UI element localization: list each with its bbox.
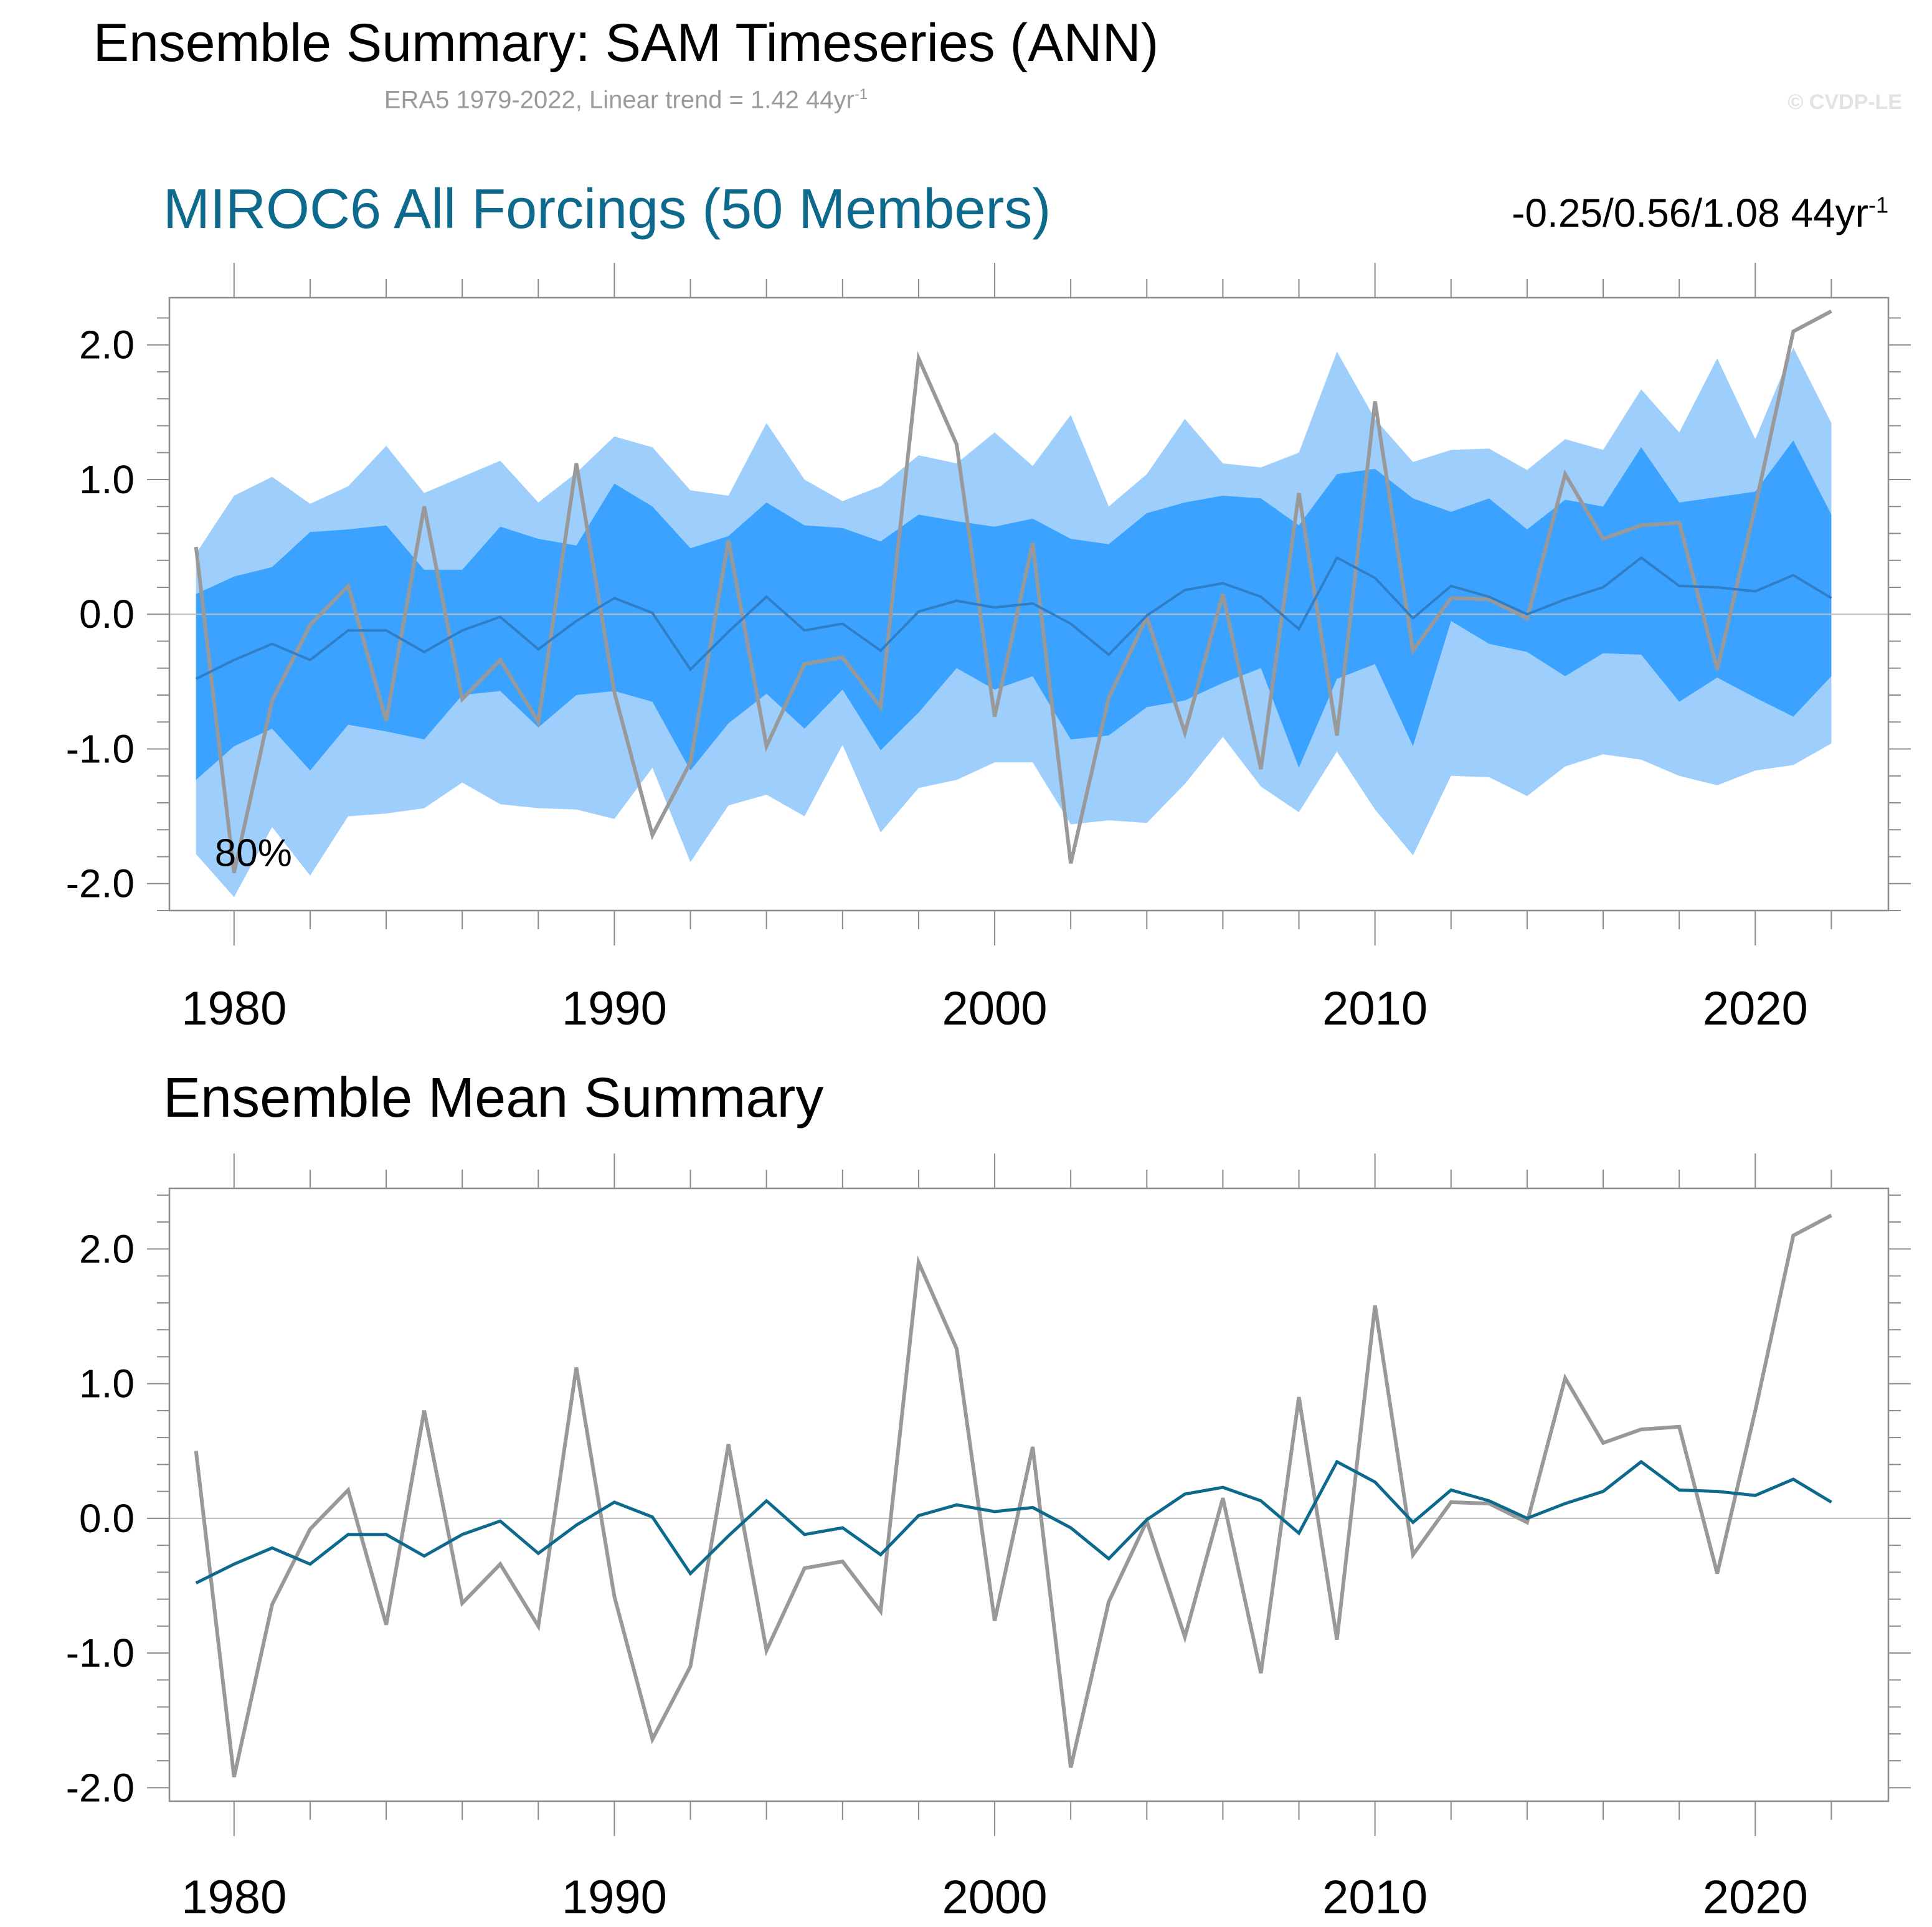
y-tick-label: 2.0 [79,1226,135,1271]
x-tick-label: 2020 [1703,982,1808,1035]
inner-percentile-band [196,440,1832,780]
panel1-stats-unit-exponent: -1 [1868,192,1888,218]
x-tick-label: 1990 [562,1871,667,1924]
subtitle-text: ERA5 1979-2022, Linear trend = 1.42 44yr [384,86,855,114]
x-tick-label: 2010 [1322,982,1428,1035]
panel2-ensemble-mean: -2.0 -1.0 0.0 1.0 2.0 1980 1990 2000 2010 2020 [66,1153,1911,1924]
era5-observations-line [194,1213,1832,1778]
figure-subtitle: ERA5 1979-2022, Linear trend = 1.42 44yr… [0,86,1252,114]
plot-frame [168,296,1890,912]
panel1-trend-stats: -0.25/0.56/1.08 44yr-1 [1512,190,1888,236]
y-tick-label: 1.0 [79,1361,135,1406]
ensemble-mean-line [195,556,1832,680]
y-tick-label: -2.0 [66,861,135,906]
panel1-stats-text: -0.25/0.56/1.08 44yr [1512,191,1868,235]
y-tick-label: 1.0 [79,457,135,502]
y-tick-label: 0.0 [79,592,135,637]
y-tick-label: 0.0 [79,1496,135,1541]
era5-observations-line [194,309,1832,874]
panel1-ensemble-spread: -2.0 -1.0 0.0 1.0 2.0 1980 1990 2000 2010 2020 80% [66,263,1911,1035]
x-tick-label: 1980 [181,1871,286,1924]
x-tick-label: 2010 [1322,1871,1428,1924]
panel2-title: Ensemble Mean Summary [163,1067,824,1129]
figure-title: Ensemble Summary: SAM Timeseries (ANN) [93,13,1159,73]
subtitle-unit-exponent: -1 [854,86,868,103]
y-tick-label: 2.0 [79,323,135,367]
plot-frame [168,1187,1890,1802]
panel1-title: MIROC6 All Forcings (50 Members) [163,178,1051,240]
x-tick-label: 1990 [562,982,667,1035]
ensemble-mean-line [195,1459,1832,1584]
y-tick-label: -2.0 [66,1765,135,1810]
x-tick-label: 1980 [181,982,286,1035]
x-tick-label: 2020 [1703,1871,1808,1924]
y-tick-label: -1.0 [66,1631,135,1675]
band-percentile-label: 80% [215,832,292,875]
copyright-watermark: © CVDP-LE [1788,90,1902,114]
x-tick-label: 2000 [942,1871,1048,1924]
x-tick-label: 2000 [942,982,1048,1035]
y-tick-label: -1.0 [66,726,135,771]
